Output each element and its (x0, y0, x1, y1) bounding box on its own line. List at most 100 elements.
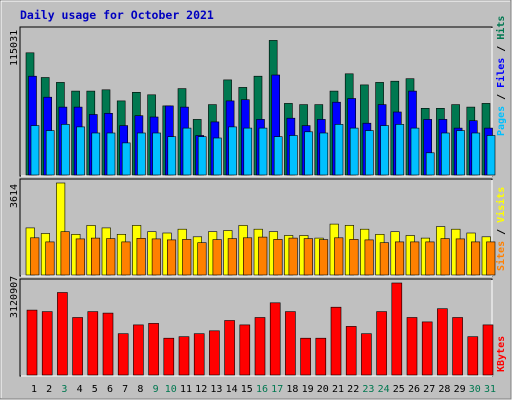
bar-pages-12 (197, 136, 207, 176)
x-tick-label-28: 28 (438, 384, 450, 395)
bar-kbytes-10 (163, 337, 175, 376)
bar-kbytes-29 (452, 317, 463, 376)
legend-hits: Hits (495, 16, 507, 40)
bar-sites-26 (410, 241, 420, 276)
bar-pages-13 (213, 137, 222, 176)
x-tick-label-13: 13 (210, 384, 222, 395)
bar-sites-22 (349, 239, 359, 276)
x-tick-label-17: 17 (271, 384, 283, 395)
legend-hits-files-pages: Pages / Files / Hits (495, 16, 507, 136)
bar-kbytes-28 (437, 308, 448, 376)
x-axis-labels: 1 2 3 4 5 6 7 8 9 10 11 12 13 14 15 16 17 18 19 20 21 22 23 24 2… (31, 384, 496, 395)
bar-pages-11 (182, 127, 192, 176)
bar-pages-4 (76, 126, 85, 176)
bar-pages-23 (365, 130, 374, 176)
bar-sites-21 (334, 237, 344, 276)
bar-kbytes-27 (421, 321, 433, 376)
legend-visits-sites: Sites / Visits (495, 187, 507, 271)
bar-sites-28 (440, 238, 450, 276)
x-tick-label-2: 2 (46, 384, 52, 395)
legend-kbytes: KBytes (496, 336, 507, 372)
bar-kbytes-12 (193, 333, 205, 376)
bar-pages-22 (349, 127, 359, 176)
bar-kbytes-13 (209, 330, 220, 376)
bar-sites-9 (151, 238, 161, 276)
bar-kbytes-20 (315, 337, 327, 376)
bar-pages-27 (425, 152, 435, 176)
bar-kbytes-25 (391, 282, 403, 376)
bar-sites-16 (258, 236, 268, 276)
x-tick-label-14: 14 (226, 384, 238, 395)
bar-kbytes-5 (87, 311, 99, 376)
legend-files: Files (495, 58, 507, 88)
bar-sites-4 (75, 238, 85, 276)
legend-kbytes-group: KBytes (496, 336, 507, 372)
ymax-label-visits: 3614 (9, 184, 20, 208)
bar-pages-1 (30, 125, 40, 176)
bar-pages-20 (319, 132, 329, 176)
bar-sites-1 (30, 237, 40, 276)
x-tick-label-25: 25 (393, 384, 405, 395)
bar-sites-27 (425, 241, 435, 276)
bar-pages-10 (167, 136, 177, 176)
bar-kbytes-26 (406, 317, 418, 376)
bar-pages-21 (334, 124, 344, 176)
bar-kbytes-21 (330, 306, 342, 376)
bar-kbytes-19 (300, 337, 311, 376)
bar-sites-12 (197, 242, 207, 276)
x-tick-label-27: 27 (423, 384, 435, 395)
bar-sites-17 (273, 239, 283, 276)
bar-sites-19 (303, 238, 313, 276)
bar-kbytes-17 (269, 302, 281, 376)
x-tick-label-1: 1 (31, 384, 37, 395)
bar-kbytes-30 (467, 336, 479, 376)
bar-kbytes-22 (345, 326, 357, 376)
x-tick-label-22: 22 (347, 384, 359, 395)
bar-pages-19 (304, 131, 313, 176)
bar-sites-13 (212, 239, 222, 276)
bar-pages-24 (380, 125, 389, 176)
x-tick-label-9: 9 (153, 384, 159, 395)
bar-pages-31 (486, 135, 496, 176)
x-tick-label-26: 26 (408, 384, 420, 395)
bar-sites-7 (121, 241, 131, 276)
bar-pages-5 (91, 132, 101, 176)
x-tick-label-15: 15 (241, 384, 253, 395)
x-tick-label-18: 18 (286, 384, 298, 395)
bar-sites-18 (288, 237, 298, 276)
bar-sites-5 (91, 237, 101, 276)
bar-kbytes-16 (254, 317, 266, 376)
bar-kbytes-11 (178, 336, 190, 376)
legend-pages: Pages (496, 106, 507, 136)
bar-kbytes-2 (41, 311, 53, 376)
bar-sites-20 (318, 239, 329, 276)
bar-kbytes-14 (224, 320, 235, 376)
bar-pages-18 (289, 135, 298, 176)
bar-kbytes-4 (72, 317, 83, 376)
bar-sites-24 (379, 242, 389, 276)
ymax-label-hits: 115031 (9, 30, 20, 66)
x-tick-label-3: 3 (61, 384, 67, 395)
bar-kbytes-23 (361, 333, 372, 376)
x-tick-label-7: 7 (122, 384, 128, 395)
chart-title: Daily usage for October 2021 (20, 8, 214, 22)
bar-pages-17 (273, 136, 283, 176)
x-tick-label-8: 8 (137, 384, 143, 395)
bar-pages-6 (106, 132, 116, 176)
bar-pages-30 (471, 132, 481, 176)
bar-pages-28 (441, 132, 450, 176)
bar-kbytes-15 (239, 324, 251, 376)
x-tick-label-10: 10 (165, 384, 177, 395)
x-tick-label-4: 4 (77, 384, 83, 395)
svg-text:Sites / Visits: Sites / Visits (495, 187, 507, 271)
bar-kbytes-8 (133, 324, 144, 376)
bars-layer (25, 40, 496, 376)
bar-pages-14 (228, 126, 237, 176)
x-tick-label-16: 16 (256, 384, 268, 395)
bar-sites-11 (182, 239, 192, 276)
ymax-label-kbytes: 3120907 (9, 276, 20, 318)
bar-pages-26 (410, 127, 420, 176)
x-tick-label-29: 29 (454, 384, 466, 395)
bar-sites-10 (167, 239, 177, 276)
